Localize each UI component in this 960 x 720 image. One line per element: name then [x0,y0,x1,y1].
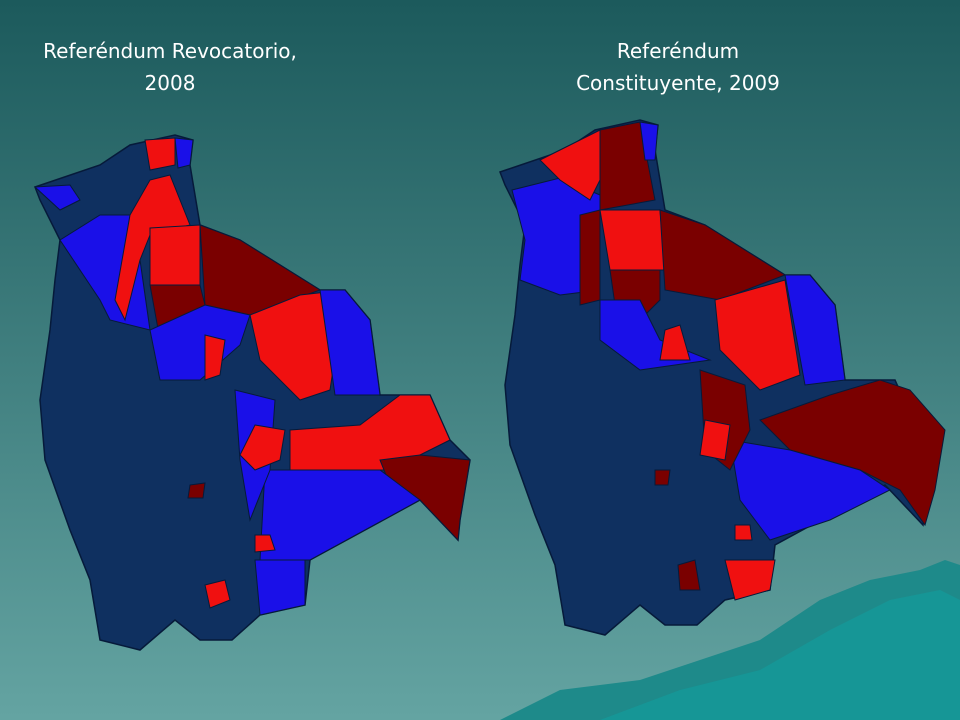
region [639,121,659,161]
region [144,137,176,171]
region [254,559,306,616]
map-title: Referéndum Revocatorio, [43,39,297,63]
region [677,559,701,591]
map-title: Referéndum [617,39,739,63]
region [239,424,286,471]
region [699,419,731,461]
region [249,289,346,401]
map-title: 2008 [145,71,196,95]
region [724,559,776,601]
region [654,469,671,486]
map-2008: Referéndum Revocatorio, 2008 [33,39,471,651]
map-2009: Referéndum Constituyente, 2009 [499,39,946,636]
region [149,304,251,381]
region [149,224,201,286]
region [174,137,194,169]
region [579,209,601,306]
region [734,524,753,541]
region [659,209,787,301]
map-title: Constituyente, 2009 [576,71,780,95]
region [714,279,801,391]
region [33,184,81,211]
region [784,274,846,386]
region [599,121,656,211]
mountains-front [600,590,960,720]
region [187,482,206,499]
region [254,534,276,553]
region [204,579,231,609]
region [659,324,691,361]
region [729,439,891,541]
region [319,289,381,396]
region [204,334,226,381]
region [599,209,666,271]
